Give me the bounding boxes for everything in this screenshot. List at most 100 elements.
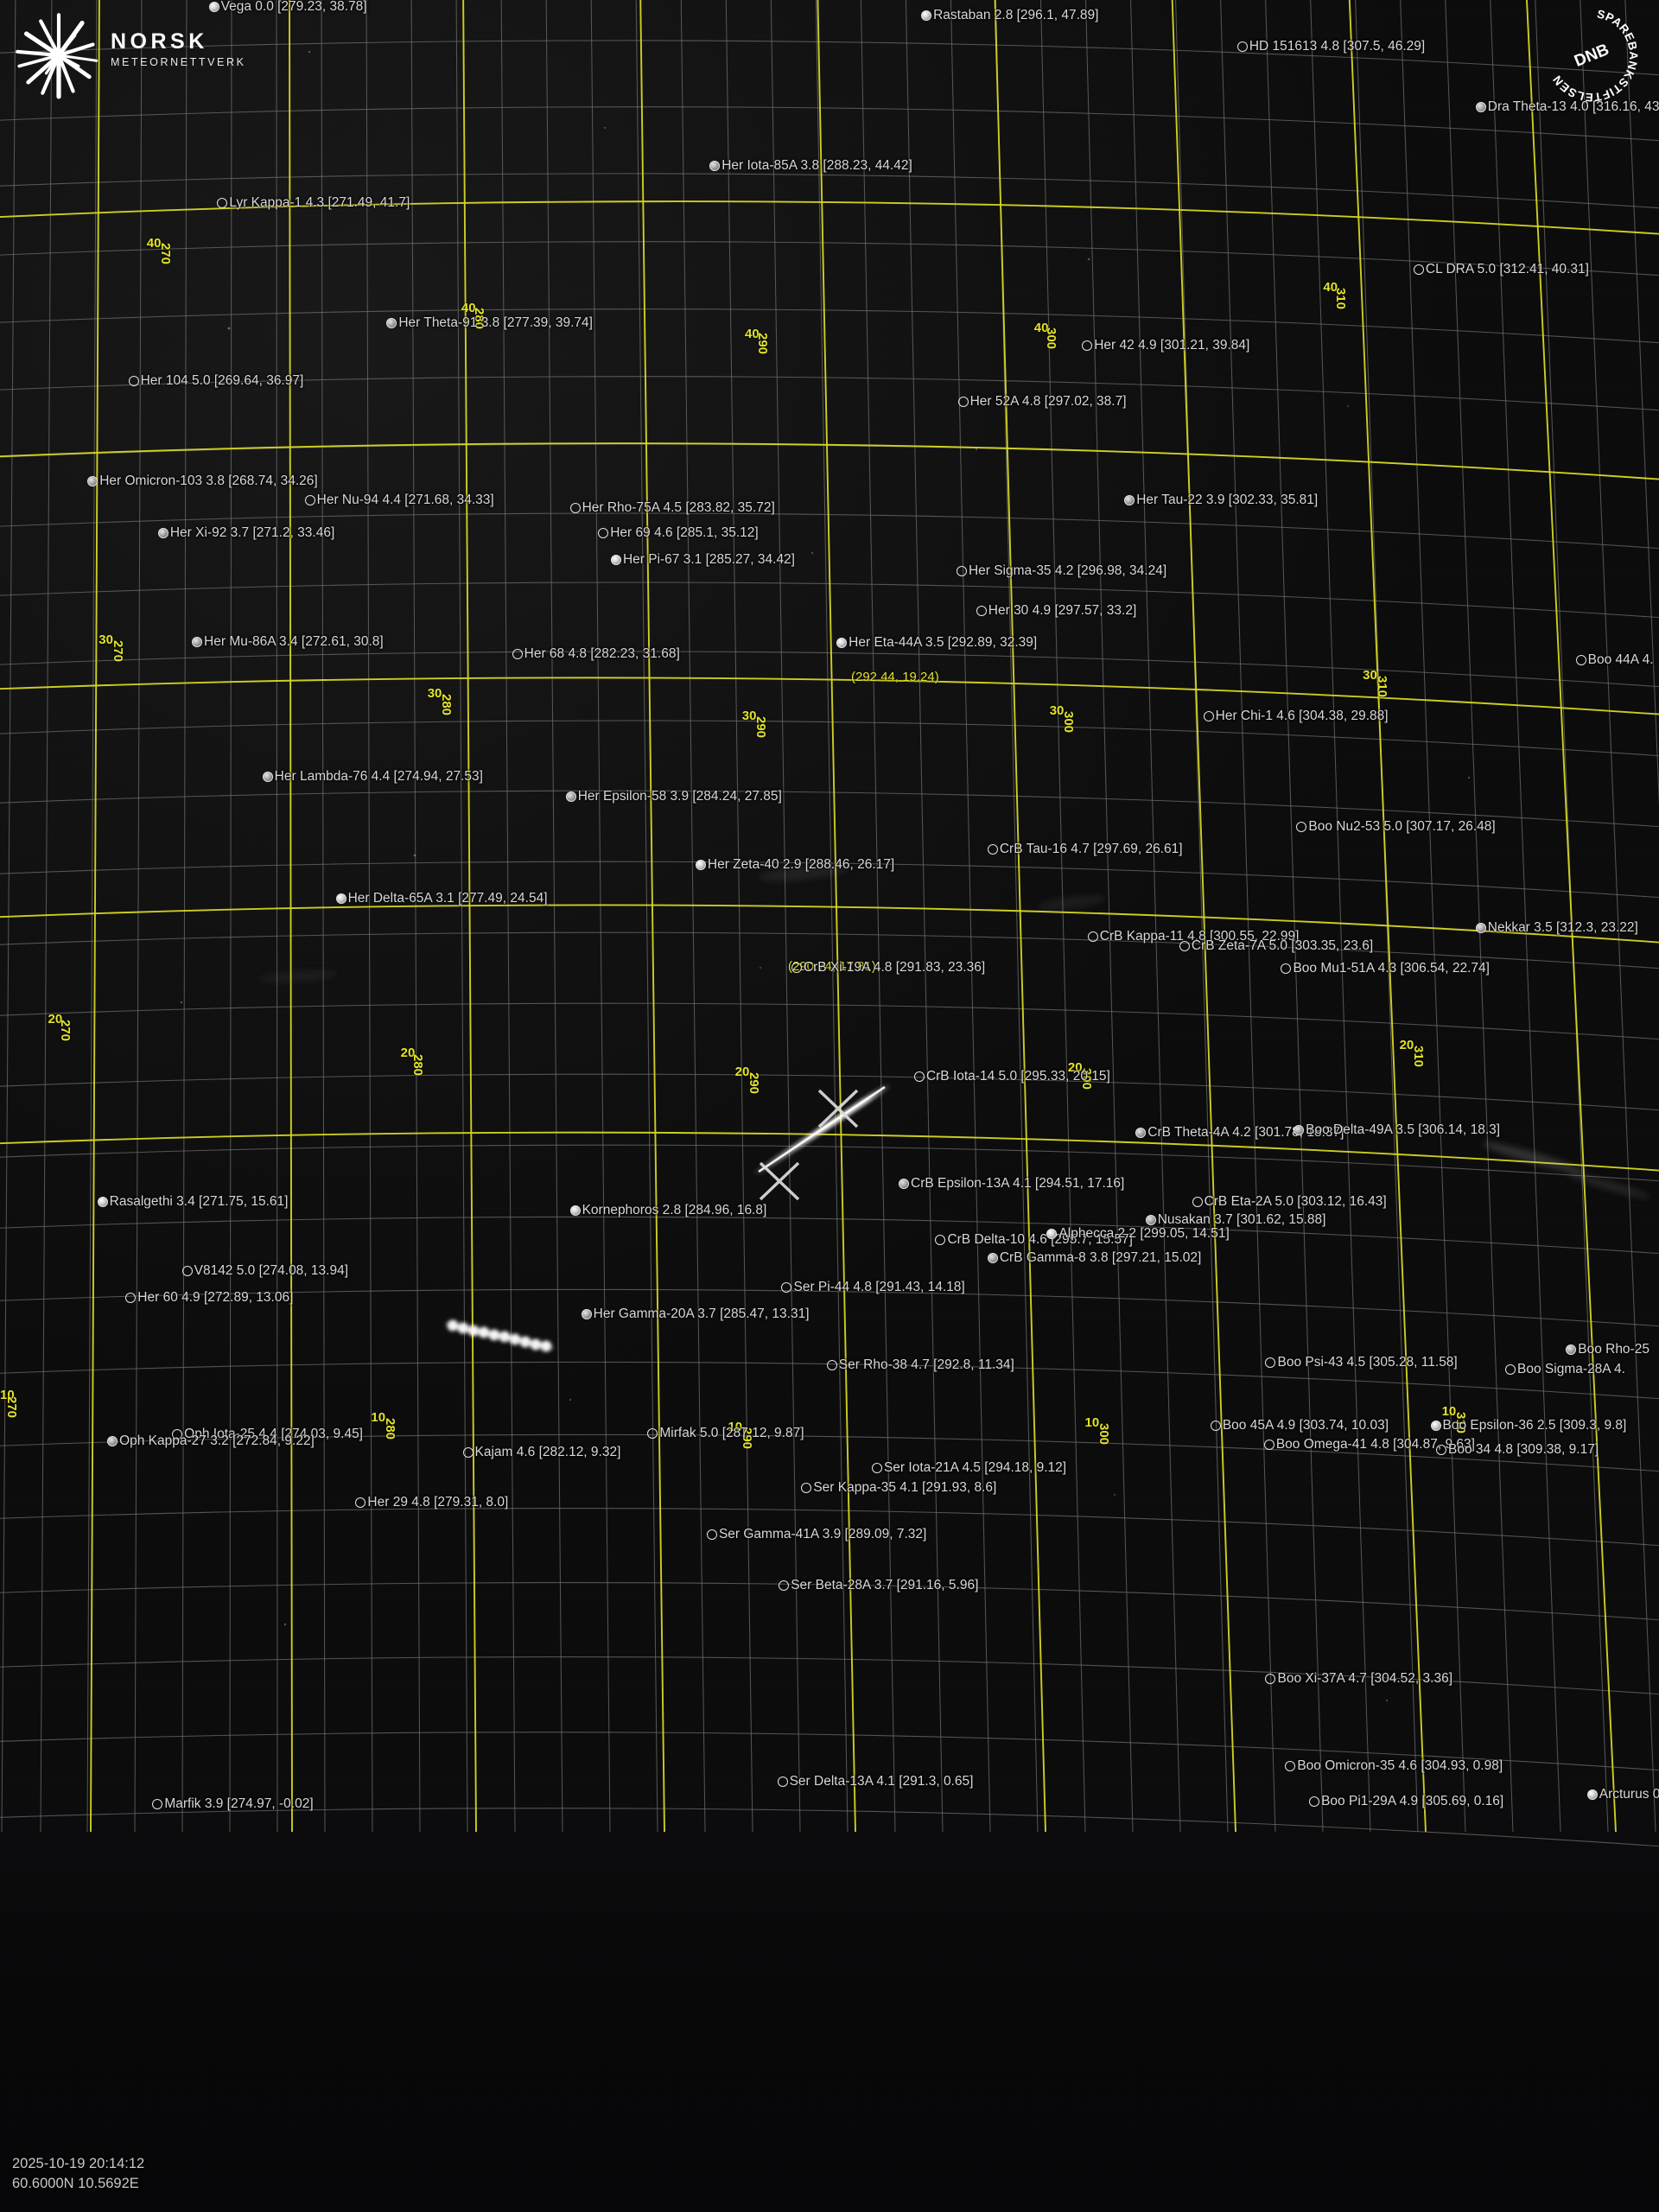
star-marker-icon [128,375,139,386]
meteor-track[interactable] [752,1082,892,1201]
star-label-text: Ser Iota-21A 4.5 [294.18, 9.12] [883,1460,1067,1476]
star-marker-icon [706,1529,717,1541]
star-label-text: Her Nu-94 4.4 [271.68, 34.33] [316,493,494,508]
star-label: Boo 34 4.8 [309.38, 9.17] [1436,1443,1599,1457]
star-label: Her Chi-1 4.6 [304.38, 29.88] [1203,709,1389,723]
star-label-text: Vega 0.0 [279.23, 38.78] [220,0,367,14]
star-label-text: Rastaban 2.8 [296.1, 47.89] [933,7,1099,22]
star-label: Marfik 3.9 [274.97, -0.02] [152,1796,314,1811]
star-marker-icon [1430,1421,1441,1432]
star-marker-icon [1082,340,1093,351]
grid-label-270-11: 270 [110,640,125,663]
star-label-text: CrB Zeta-7A 5.0 [303.35, 23.6] [1191,938,1374,954]
star-label-text: Oph Iota-25 4.4 [274.03, 9.45] [184,1427,363,1442]
star-label-text: Boo Psi-43 4.5 [305.28, 11.58] [1277,1354,1458,1370]
star-label: CrB Zeta-7A 5.0 [303.35, 23.6] [1179,939,1373,953]
grid-label-280-33: 280 [382,1417,397,1440]
star-label-text: Her Sigma-35 4.2 [296.98, 34.24] [968,563,1167,579]
star-label: Boo Rho-25 [1566,1343,1649,1357]
star-label-text: CrB Iota-14 5.0 [295.33, 20.15] [925,1068,1110,1084]
star-label-text: V8142 5.0 [274.08, 13.94] [194,1262,349,1278]
logo-subtitle: METEORNETTVERK [111,56,246,68]
star-label-text: Boo Epsilon-36 2.5 [309.3, 9.8] [1442,1418,1627,1433]
ra-line-350 [1526,0,1617,1833]
star-label-text: HD 151613 4.8 [307.5, 46.29] [1249,38,1426,54]
star-marker-icon [1413,264,1424,275]
grid-label-20-26: 20 [1067,1059,1083,1075]
star-marker-icon [1586,1789,1598,1800]
star-label-text: Her Omicron-103 3.8 [268.74, 34.26] [99,473,318,488]
star-marker-icon [709,161,721,172]
grid-label-280-13: 280 [439,694,454,716]
star-label-text: Boo Mu1-51A 4.3 [306.54, 22.74] [1293,961,1490,976]
star-label: Her Lambda-76 4.4 [274.94, 27.53] [262,770,483,784]
star-marker-icon [217,197,228,208]
star-marker-icon [871,1463,882,1474]
major-grid-dec-lines [0,200,1659,1172]
star-label-text: Arcturus 0. [1599,1786,1659,1802]
star-label: Her 104 5.0 [269.64, 36.97] [128,372,304,388]
star-marker-icon [97,1196,108,1207]
star-label: Her Iota-85A 3.8 [288.23, 44.42] [709,159,912,173]
star-marker-icon [987,843,998,855]
star-label: Her Rho-75A 4.5 [283.82, 35.72] [569,500,775,515]
grid-label-10-32: 10 [371,1409,386,1425]
star-label-text: Mirfak 5.0 [287.12, 9.87] [659,1425,804,1440]
star-marker-icon [1281,963,1292,975]
star-label-text: Marfik 3.9 [274.97, -0.02] [164,1796,314,1811]
star-marker-icon [172,1429,183,1440]
grid-label-270-1: 270 [158,242,174,264]
star-marker-icon [1436,1445,1447,1456]
dec-line-30 [0,442,1659,480]
star-label-text: Boo Nu2-53 5.0 [307.17, 26.48] [1308,818,1496,834]
star-marker-icon [1145,1215,1156,1226]
grid-label-10-34: 10 [728,1420,743,1435]
star-label-text: Her 52A 4.8 [297.02, 38.7] [969,394,1127,410]
star-label-text: Her Epsilon-58 3.9 [284.24, 27.85] [577,789,782,804]
star-marker-icon [987,1253,998,1264]
star-label-text: Her 104 5.0 [269.64, 36.97] [140,372,304,388]
minor-grid-dec-lines [0,40,1659,1847]
grid-label-40-2: 40 [461,301,476,316]
star-marker-icon [1294,1124,1305,1135]
star-marker-icon [512,649,523,660]
star-label: Vega 0.0 [279.23, 38.78] [208,0,367,14]
star-marker-icon [779,1580,790,1591]
star-label: Ser Rho-38 4.7 [292.8, 11.34] [826,1358,1014,1372]
star-label: Boo Delta-49A 3.5 [306.14, 18.3] [1294,1122,1500,1137]
grid-label-20-28: 20 [1399,1037,1414,1052]
star-label: Her Delta-65A 3.1 [277.49, 24.54] [335,890,548,906]
star-label-text: Boo Pi1-29A 4.9 [305.69, 0.16] [1321,1793,1504,1808]
star-marker-icon [935,1234,946,1245]
star-label: Her Epsilon-58 3.9 [284.24, 27.85] [565,789,782,804]
star-label-text: Her Delta-65A 3.1 [277.49, 24.54] [347,890,548,906]
star-label: Her Sigma-35 4.2 [296.98, 34.24] [956,563,1167,579]
star-marker-icon [957,397,969,408]
grid-label-40-4: 40 [745,326,760,341]
star-marker-icon [1203,711,1214,722]
star-marker-icon [1505,1364,1516,1376]
star-marker-icon [87,475,99,486]
grid-label-310-19: 310 [1374,676,1389,698]
capture-info: 2025-10-19 20:14:12 60.6000N 10.5692E [12,2154,144,2193]
star-marker-icon [801,1483,812,1494]
star-marker-icon [610,555,621,565]
star-label-text: Boo Omicron-35 4.6 [304.93, 0.98] [1297,1758,1503,1773]
star-label-text: Her 29 4.8 [279.31, 8.0] [367,1494,509,1510]
major-grid-ra-lines [90,0,1617,1833]
grid-label-300-17: 300 [1061,710,1077,733]
grid-label-20-20: 20 [48,1012,63,1027]
star-marker-icon [1309,1796,1320,1807]
star-label-text: Her 68 4.8 [282.23, 31.68] [524,646,680,662]
star-marker-icon [335,893,346,904]
star-marker-icon [1475,101,1486,112]
star-label-text: Her 60 4.9 [272.89, 13.06] [137,1289,294,1305]
star-label-text: Her Theta-91 3.8 [277.39, 39.74] [398,315,593,330]
star-label-text: Boo Xi-37A 4.7 [304.52, 3.36] [1277,1670,1452,1686]
star-label: Her 42 4.9 [301.21, 39.84] [1082,339,1249,353]
grid-label-30-14: 30 [741,709,757,724]
star-label: Dra Theta-13 4.0 [316.16, 43.5] [1475,100,1659,114]
star-marker-icon [781,1282,792,1294]
track-start-marker [759,1161,800,1201]
